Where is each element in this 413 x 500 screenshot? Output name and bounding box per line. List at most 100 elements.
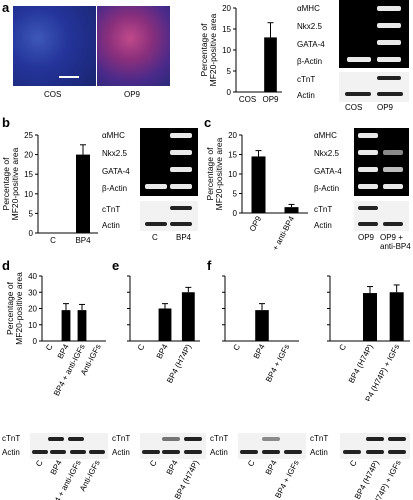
blot-label-actin: Actin bbox=[2, 448, 20, 457]
blot-label-ctnt: cTnT bbox=[310, 434, 329, 443]
y-axis-label: Percentage of bbox=[205, 147, 215, 201]
blot-label-actin: Actin bbox=[112, 448, 130, 457]
blot-lane-c: C bbox=[152, 233, 158, 242]
x-tick-label: OP9 bbox=[248, 214, 264, 233]
panel-letter-f: f bbox=[207, 258, 212, 273]
bar bbox=[61, 310, 71, 341]
blot-label-gata4: GATA-4 bbox=[314, 167, 342, 176]
blot-lane-label: BP4 bbox=[165, 460, 180, 476]
bar bbox=[158, 308, 172, 341]
chart-d: 0 10 20 30 40 Percentage of MF20-positive area… bbox=[5, 272, 106, 397]
y-tick-label: 0 bbox=[33, 337, 38, 346]
x-tick-label: BP4 bbox=[155, 342, 170, 360]
x-tick-label: BP4 bbox=[252, 342, 267, 360]
image-label-cos: COS bbox=[44, 90, 62, 99]
blot-lane-bp4: BP4 bbox=[176, 233, 192, 242]
blot-label-ctnt: cTnT bbox=[297, 75, 316, 84]
chart-a: 0 5 10 15 20 Percentage of MF20-positive area C… bbox=[199, 4, 282, 104]
blot-label-actin: Actin bbox=[314, 221, 332, 230]
x-tick-label: C bbox=[136, 343, 147, 353]
blot-label-amhc: αMHC bbox=[297, 4, 320, 13]
chart-b: 0 5 10 15 20 25 Percentage of MF20-positive are… bbox=[1, 131, 98, 245]
blot-lane-label: C bbox=[246, 460, 257, 468]
blot-label-nkx25: Nkx2.5 bbox=[102, 149, 127, 158]
y-tick-label: 20 bbox=[228, 131, 237, 140]
y-tick-label: 25 bbox=[24, 131, 33, 140]
blot-label-actin: Actin bbox=[297, 91, 315, 100]
y-tick-label: 20 bbox=[24, 151, 33, 160]
x-tick-label: C bbox=[231, 343, 242, 353]
bar bbox=[363, 293, 377, 341]
blot-lane-label: BP4 bbox=[264, 460, 279, 476]
y-tick-label: 10 bbox=[222, 46, 231, 55]
bar bbox=[251, 156, 266, 213]
y-axis-label: MF20-positive area bbox=[10, 147, 20, 220]
blot-label-actin: Actin bbox=[310, 448, 328, 457]
western-blot-f1 bbox=[238, 433, 306, 459]
blot-label-amhc: αMHC bbox=[314, 131, 337, 140]
blot-label-actin: Actin bbox=[102, 221, 120, 230]
y-tick-label: 30 bbox=[28, 288, 37, 297]
rt-pcr-gel-c bbox=[354, 128, 409, 196]
blot-lane-label: C bbox=[34, 460, 45, 468]
rt-pcr-gel-a bbox=[339, 0, 409, 68]
y-axis-label: Percentage of bbox=[5, 281, 15, 335]
bar bbox=[284, 207, 299, 213]
image-label-op9: OP9 bbox=[124, 90, 141, 99]
blot-lane-op9-anti-bp4: OP9 + anti-BP4 bbox=[380, 233, 411, 251]
western-blot-a bbox=[339, 72, 409, 102]
y-axis-label: MF20-positive area bbox=[214, 137, 224, 210]
bar bbox=[76, 154, 90, 233]
blot-label-ctnt: cTnT bbox=[112, 434, 131, 443]
x-tick-label: C bbox=[44, 343, 55, 353]
blot-lane-op9: OP9 bbox=[377, 103, 394, 112]
blot-label-ctnt: cTnT bbox=[2, 434, 21, 443]
y-tick-label: 20 bbox=[222, 4, 231, 13]
blot-lane-label: C bbox=[148, 460, 159, 468]
western-blot-e bbox=[140, 433, 206, 459]
x-tick-label: C bbox=[337, 343, 348, 353]
y-tick-label: 0 bbox=[233, 209, 238, 218]
x-tick-label: OP9 bbox=[262, 95, 279, 104]
blot-lane-label: BP4 bbox=[49, 460, 64, 476]
y-tick-label: 0 bbox=[227, 88, 232, 97]
chart-c: 0 5 10 15 20 Percentage of MF20-positive area O… bbox=[205, 131, 308, 250]
x-tick-label: BP4 (H74P) bbox=[165, 342, 193, 384]
y-tick-label: 10 bbox=[228, 170, 237, 179]
western-blot-b bbox=[140, 201, 198, 231]
y-tick-label: 15 bbox=[222, 25, 231, 34]
y-tick-label: 0 bbox=[29, 229, 34, 238]
bar bbox=[255, 310, 269, 341]
blot-label-ctnt: cTnT bbox=[210, 434, 229, 443]
western-blot-d bbox=[30, 433, 108, 459]
x-tick-label: C bbox=[50, 236, 56, 245]
microscopy-image-op9 bbox=[97, 6, 170, 86]
panel-letter-d: d bbox=[2, 258, 10, 273]
y-tick-label: 10 bbox=[24, 190, 33, 199]
x-tick-label: BP4 bbox=[56, 342, 71, 360]
x-tick-label: BP4 + IGFs bbox=[264, 343, 291, 384]
blot-lane-label: BP4 + IGFs bbox=[273, 460, 300, 500]
y-tick-label: 10 bbox=[28, 321, 37, 330]
western-blot-f2 bbox=[340, 433, 410, 459]
bar bbox=[77, 310, 87, 341]
y-axis-label: MF20-positive area bbox=[208, 13, 218, 86]
blot-label-bactin: β-Actin bbox=[102, 184, 128, 193]
blot-label-bactin: β-Actin bbox=[297, 57, 323, 66]
blot-label-ctnt: cTnT bbox=[314, 205, 333, 214]
y-tick-label: 20 bbox=[28, 305, 37, 314]
blot-label-gata4: GATA-4 bbox=[102, 167, 130, 176]
western-blot-c bbox=[354, 201, 409, 231]
y-tick-label: 5 bbox=[227, 67, 232, 76]
blot-lane-op9: OP9 bbox=[358, 233, 375, 242]
blot-label-amhc: αMHC bbox=[102, 131, 125, 140]
x-tick-label: OP9 + anti-BP4 bbox=[262, 214, 296, 250]
blot-label-nkx25: Nkx2.5 bbox=[314, 149, 339, 158]
blot-label-bactin: β-Actin bbox=[314, 184, 340, 193]
